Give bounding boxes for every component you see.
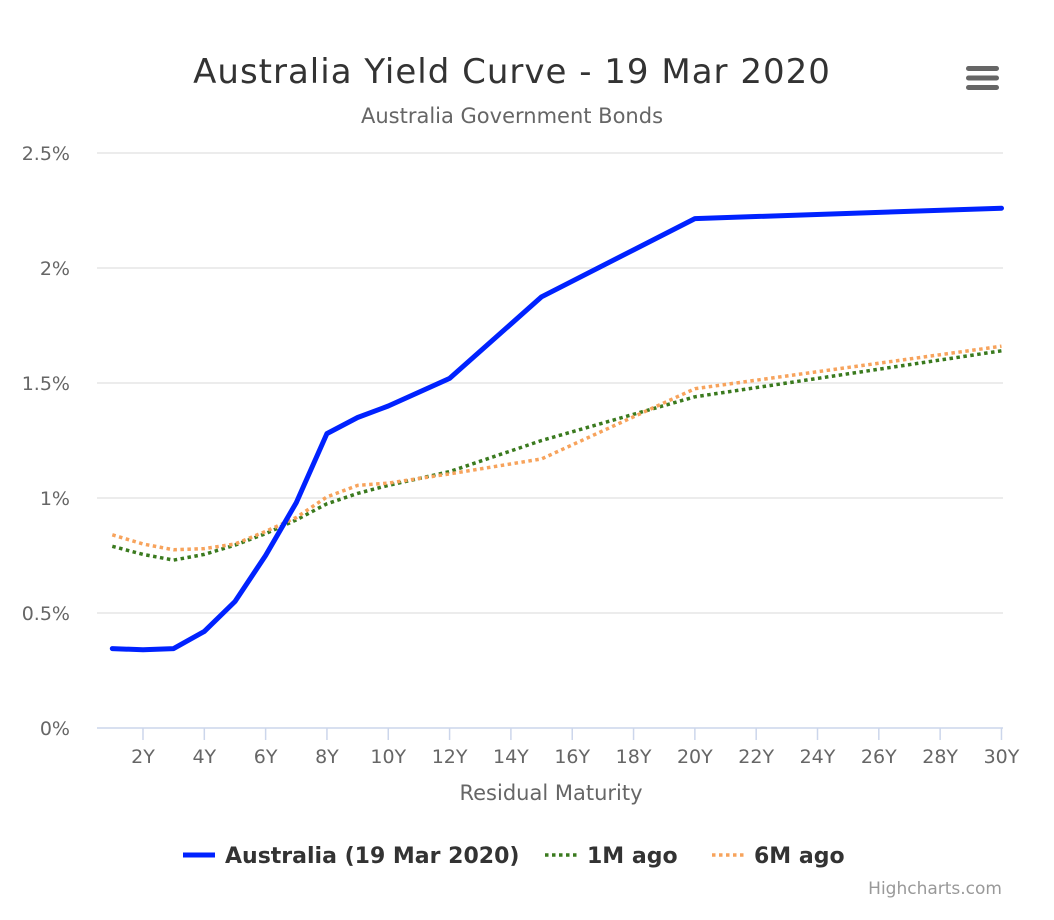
gridlines <box>97 152 1003 614</box>
y-axis: 0% 0.5% 1% 1.5% 2% 2.5% <box>22 143 70 740</box>
x-tick-label: 12Y <box>432 746 468 768</box>
x-tick-label: 22Y <box>738 746 774 768</box>
chart-title: Australia Yield Curve - 19 Mar 2020 <box>193 52 831 92</box>
series-line-australia-19-mar-2020[interactable] <box>109 205 1004 653</box>
series-lines <box>109 205 1004 653</box>
x-tick-label: 20Y <box>677 746 713 768</box>
x-tick-label: 16Y <box>554 746 590 768</box>
x-tick-label: 26Y <box>861 746 897 768</box>
legend-item-australia-19-mar-2020[interactable]: Australia (19 Mar 2020) <box>183 844 519 869</box>
credits-link[interactable]: Highcharts.com <box>868 879 1002 899</box>
legend-label: 1M ago <box>587 844 678 869</box>
legend-item-1m-ago[interactable]: 1M ago <box>545 844 678 869</box>
y-tick-label: 2% <box>40 258 70 280</box>
x-tick-label: 8Y <box>315 746 339 768</box>
x-axis: 2Y 4Y 6Y 8Y 10Y 12Y 14Y 16Y 18Y 20Y 22Y 24Y 26Y 28Y 30… <box>97 727 1020 768</box>
chart-subtitle: Australia Government Bonds <box>361 104 663 128</box>
x-tick-label: 2Y <box>131 746 155 768</box>
x-tick-label: 14Y <box>493 746 529 768</box>
hamburger-menu-icon[interactable] <box>960 60 1006 98</box>
legend-label: 6M ago <box>754 844 845 869</box>
y-tick-label: 0.5% <box>22 603 70 625</box>
y-tick-label: 2.5% <box>22 143 70 165</box>
series-line-1m-ago[interactable] <box>111 349 1002 562</box>
legend-item-6m-ago[interactable]: 6M ago <box>712 844 845 869</box>
x-tick-label: 6Y <box>254 746 278 768</box>
x-tick-label: 18Y <box>616 746 652 768</box>
x-tick-label: 10Y <box>370 746 406 768</box>
legend: Australia (19 Mar 2020) 1M ago 6M ago <box>183 844 845 869</box>
x-tick-label: 30Y <box>984 746 1020 768</box>
legend-label: Australia (19 Mar 2020) <box>225 844 519 869</box>
x-tick-label: 24Y <box>800 746 836 768</box>
y-tick-label: 0% <box>40 718 70 740</box>
x-tick-label: 28Y <box>922 746 958 768</box>
x-tick-label: 4Y <box>192 746 216 768</box>
x-axis-title: Residual Maturity <box>459 781 642 805</box>
y-tick-label: 1% <box>40 488 70 510</box>
series-line-6m-ago[interactable] <box>111 344 1002 552</box>
y-tick-label: 1.5% <box>22 373 70 395</box>
